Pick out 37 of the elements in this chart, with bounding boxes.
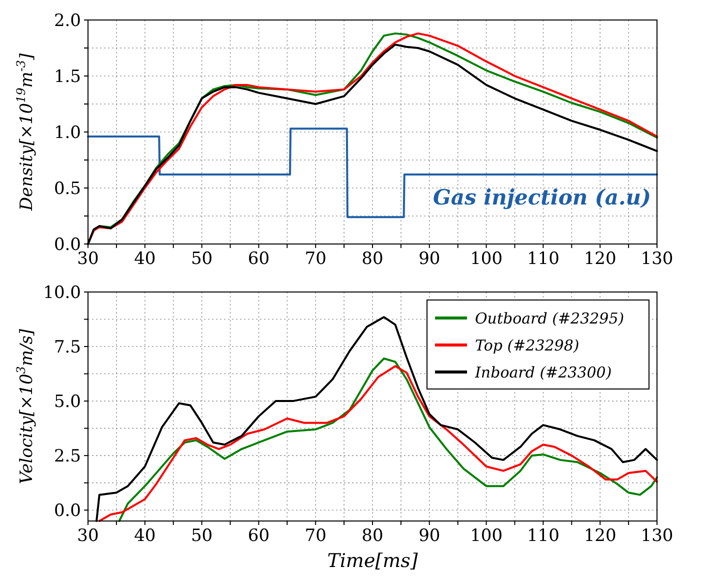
y-tick-label: 10.0 (43, 282, 81, 303)
x-tick-label: 100 (470, 249, 503, 269)
y-tick-label: 5.0 (54, 392, 81, 412)
x-tick-label: 70 (304, 526, 326, 546)
y-tick-label: 7.5 (54, 337, 81, 358)
x-tick-label: 70 (304, 249, 326, 269)
x-axis-title: Time[ms] (327, 550, 418, 572)
x-tick-label: 30 (77, 526, 99, 546)
y-tick-label: 1.5 (54, 66, 81, 87)
x-tick-label: 50 (190, 249, 213, 269)
x-tick-label: 60 (248, 526, 270, 546)
x-tick-label: 80 (362, 249, 384, 269)
x-tick-label: 120 (584, 526, 616, 546)
x-tick-label: 90 (418, 249, 440, 269)
y-tick-label: 2.5 (54, 446, 81, 467)
x-tick-label: 130 (640, 249, 674, 269)
x-tick-label: 40 (134, 526, 156, 546)
x-tick-label: 80 (362, 526, 384, 546)
x-tick-label: 60 (248, 249, 270, 269)
y-tick-label: 1.0 (54, 122, 81, 143)
x-tick-label: 50 (190, 526, 213, 546)
x-tick-label: 30 (77, 249, 99, 269)
y-tick-label: 0.5 (54, 178, 81, 199)
x-tick-label: 110 (526, 249, 560, 269)
x-tick-label: 110 (526, 526, 560, 546)
x-tick-label: 40 (134, 249, 156, 269)
legend-label: Inboard (#23300) (474, 363, 612, 382)
x-tick-label: 120 (584, 249, 616, 269)
y-tick-label: 0.0 (54, 501, 81, 522)
x-tick-label: 100 (470, 526, 503, 546)
legend-label: Top (#23298) (475, 336, 580, 354)
y-tick-label: 2.0 (54, 10, 81, 31)
legend-label: Outboard (#23295) (475, 309, 624, 328)
x-tick-label: 130 (640, 526, 674, 546)
series-label: Gas injection (a.u) (433, 184, 651, 210)
line-series (87, 128, 658, 218)
x-tick-label: 90 (418, 526, 440, 546)
